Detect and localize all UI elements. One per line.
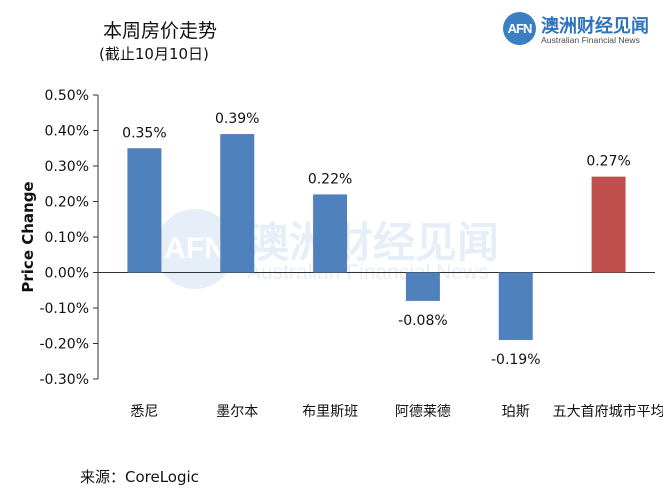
y-tick-label: 0.40% xyxy=(45,124,89,140)
chart-title: 本周房价走势 xyxy=(103,20,218,42)
chart-subtitle: (截止10月10日) xyxy=(99,45,209,63)
x-tick-label: 悉尼 xyxy=(130,404,158,420)
bar xyxy=(127,148,162,273)
afn-logo-name-cn: 澳洲财经见闻 xyxy=(541,16,649,37)
y-axis-title: Price Change xyxy=(19,181,37,292)
data-label: 0.35% xyxy=(122,125,166,141)
y-tick-label: 0.20% xyxy=(45,195,89,211)
data-label: -0.19% xyxy=(491,352,541,368)
y-tick-label: -0.10% xyxy=(39,301,89,317)
source-note: 来源：CoreLogic xyxy=(80,468,199,486)
afn-logo-mark: AFN xyxy=(503,12,536,45)
x-tick-label: 五大首府城市平均 xyxy=(553,403,663,420)
y-tick-label: -0.30% xyxy=(39,372,89,388)
bar xyxy=(405,272,440,301)
bar xyxy=(220,134,255,273)
x-tick-label: 墨尔本 xyxy=(216,404,258,420)
data-label: 0.22% xyxy=(308,171,352,187)
y-tick-label: 0.00% xyxy=(45,266,89,282)
afn-logo: AFN 澳洲财经见闻 Australian Financial News xyxy=(503,12,659,46)
data-label: 0.27% xyxy=(586,154,630,170)
afn-logo-name-en: Australian Financial News xyxy=(541,35,640,45)
x-tick-label: 布里斯班 xyxy=(302,404,358,420)
data-label: -0.08% xyxy=(398,313,448,329)
bar xyxy=(591,176,626,273)
y-tick-label: 0.10% xyxy=(45,230,89,246)
bar xyxy=(498,272,533,340)
y-tick-label: 0.50% xyxy=(45,88,89,104)
y-tick-label: -0.20% xyxy=(39,337,89,353)
x-tick-label: 阿德莱德 xyxy=(395,404,451,420)
y-tick-label: 0.30% xyxy=(45,159,89,175)
data-label: 0.39% xyxy=(215,111,259,127)
bar xyxy=(313,194,348,273)
x-tick-label: 珀斯 xyxy=(502,404,530,420)
